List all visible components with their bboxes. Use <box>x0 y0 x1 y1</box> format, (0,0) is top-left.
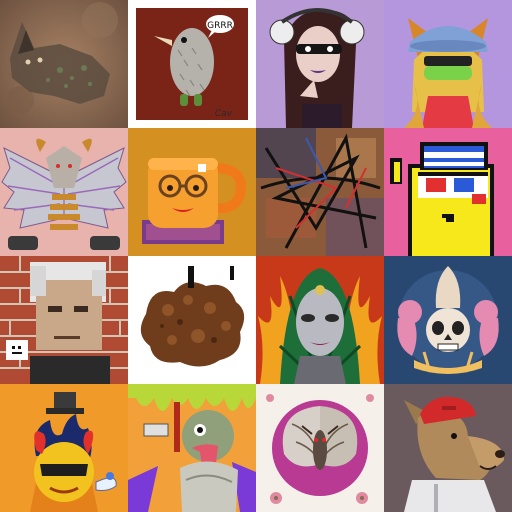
tile-pink-skull[interactable] <box>384 256 512 384</box>
tile-coffee-mug[interactable] <box>128 128 256 256</box>
tile-saint-robot[interactable] <box>256 256 384 384</box>
tile-pixel-old-man[interactable] <box>0 256 128 384</box>
tile-cat[interactable] <box>0 0 128 128</box>
tile-dragon-robot[interactable] <box>0 128 128 256</box>
tile-bird-creature[interactable]: GRRR Cav <box>128 0 256 128</box>
tile-slime-zombie[interactable] <box>128 384 256 512</box>
tile-dog-cap[interactable] <box>384 384 512 512</box>
tile-pixel-creature[interactable] <box>384 128 512 256</box>
tile-brown-blob[interactable] <box>128 256 256 384</box>
tile-girl-headphones[interactable] <box>256 0 384 128</box>
signature-text: Cav <box>215 109 233 119</box>
tile-emoji-tophat[interactable] <box>0 384 128 512</box>
tile-abstract-painting[interactable] <box>256 128 384 256</box>
speech-bubble-text: GRRR <box>207 21 233 31</box>
tile-fox-cap-mask[interactable] <box>384 0 512 128</box>
tile-moth[interactable] <box>256 384 384 512</box>
